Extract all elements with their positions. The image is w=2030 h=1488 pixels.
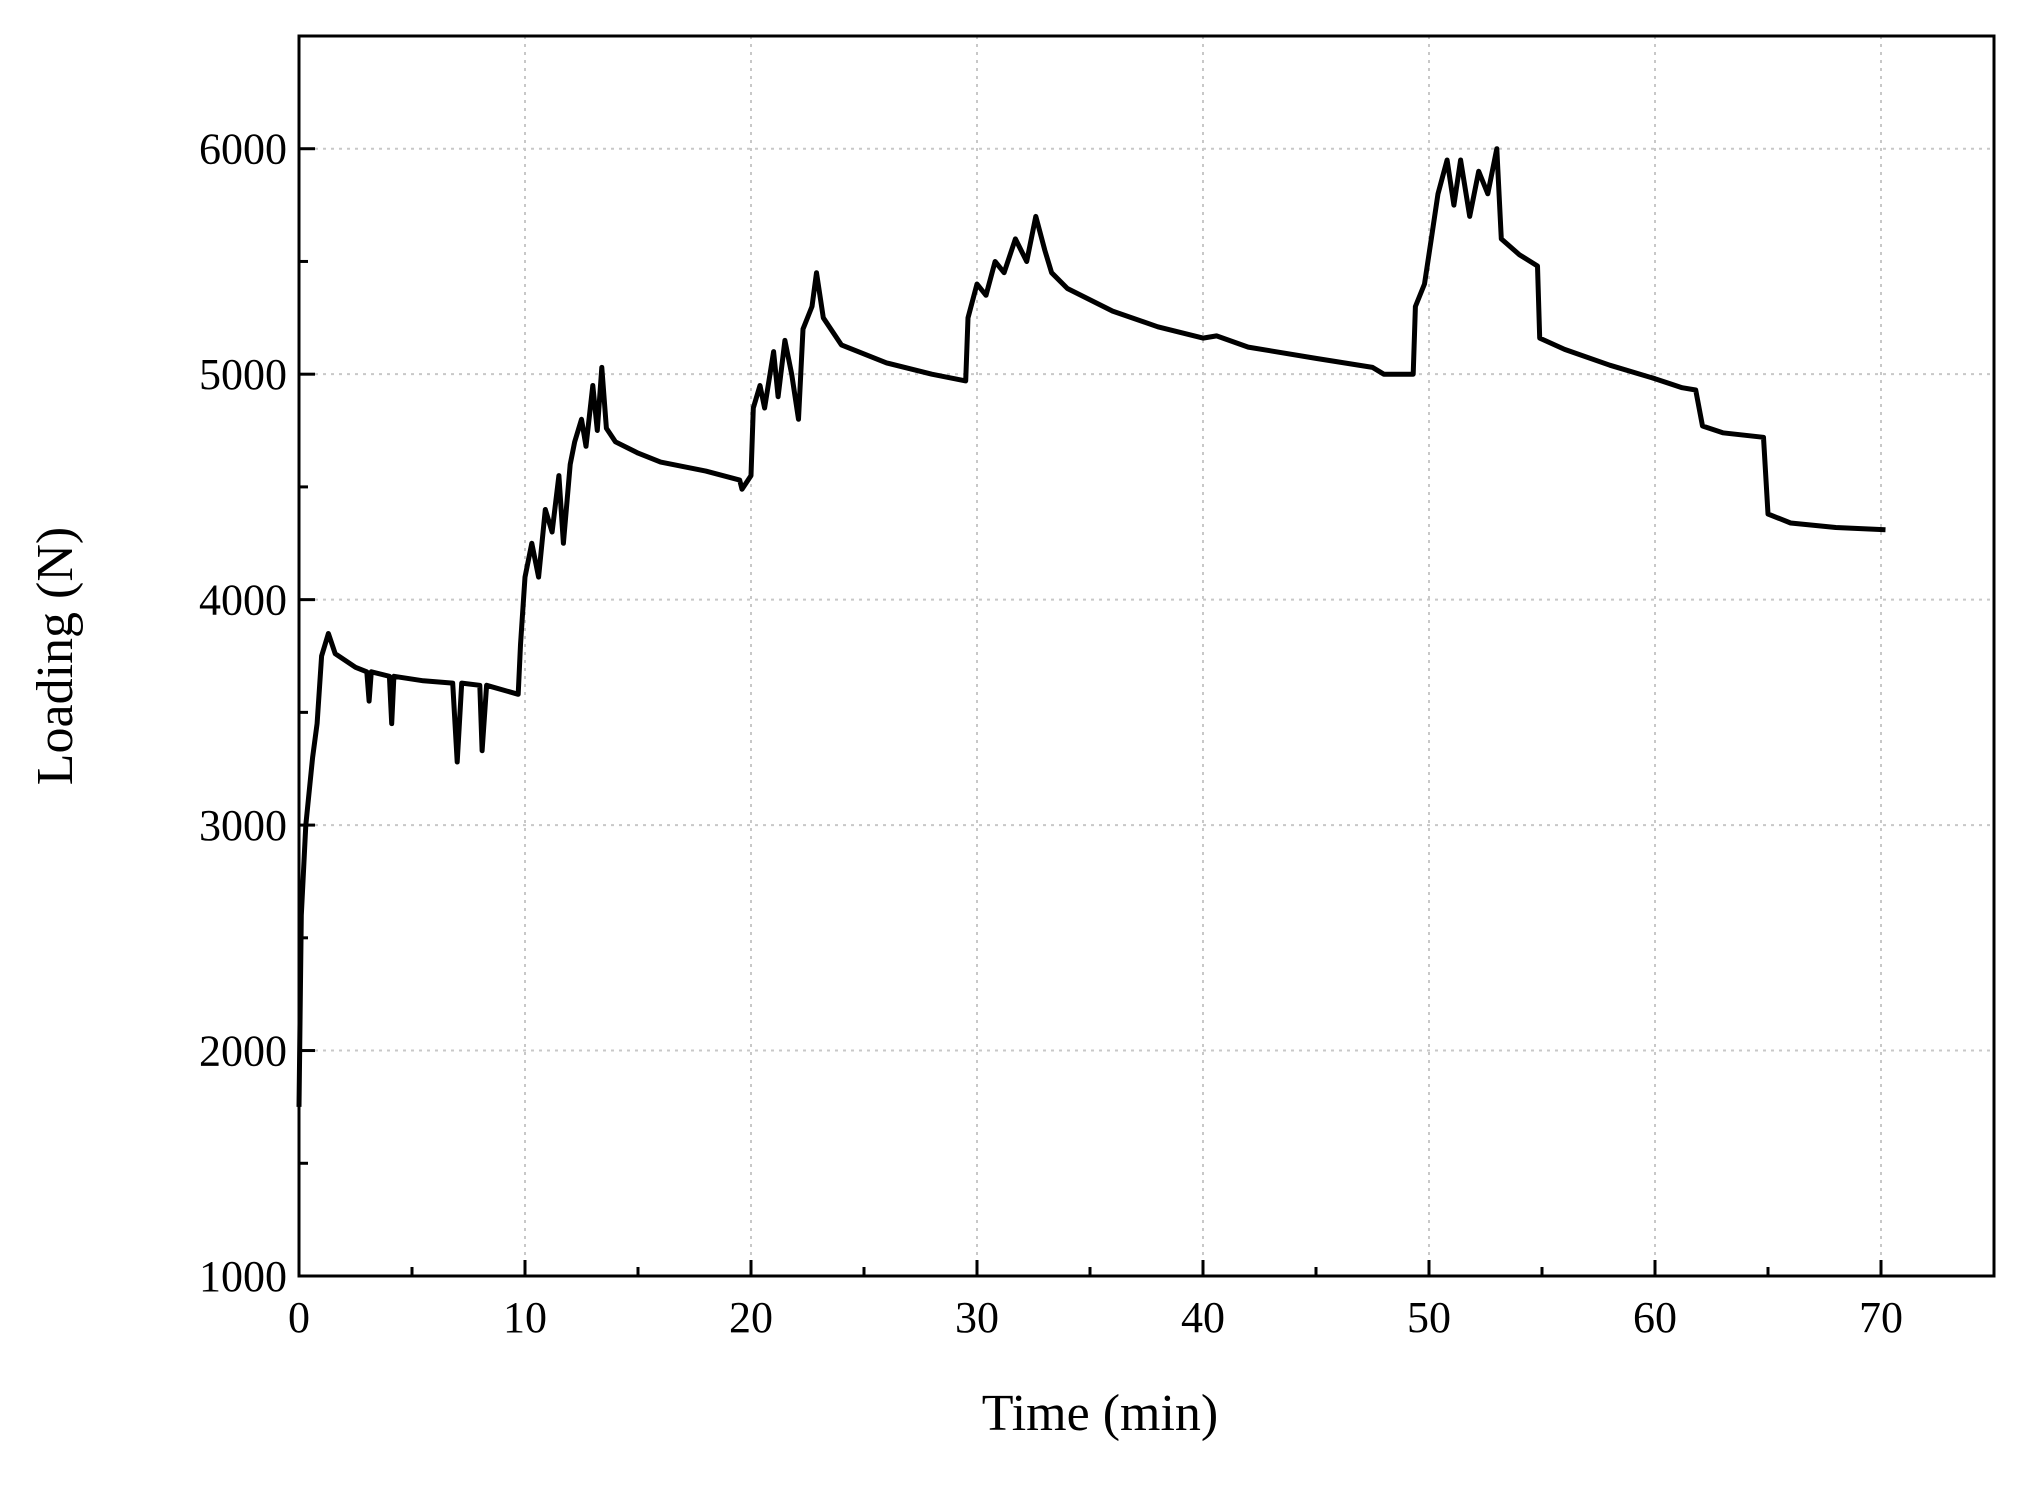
- y-tick-label: 1000: [199, 1252, 287, 1301]
- plot-frame: [297, 34, 1996, 1278]
- x-tick-label: 50: [1407, 1293, 1451, 1342]
- x-tick-label: 20: [729, 1293, 773, 1342]
- x-tick-label: 30: [955, 1293, 999, 1342]
- data-line: [296, 146, 1886, 1107]
- x-tick-label: 40: [1181, 1293, 1225, 1342]
- x-tick-label: 10: [503, 1293, 547, 1342]
- x-tick-label: 60: [1633, 1293, 1677, 1342]
- y-tick-label: 6000: [199, 125, 287, 174]
- x-tick-label: 70: [1859, 1293, 1903, 1342]
- y-axis-title: Loading (N): [27, 527, 84, 785]
- x-axis-title: Time (min): [982, 1385, 1218, 1442]
- y-tick-label: 4000: [199, 576, 287, 625]
- x-tick-label: 0: [288, 1293, 310, 1342]
- y-tick-label: 5000: [199, 350, 287, 399]
- y-tick-label: 2000: [199, 1027, 287, 1076]
- y-tick-label: 3000: [199, 801, 287, 850]
